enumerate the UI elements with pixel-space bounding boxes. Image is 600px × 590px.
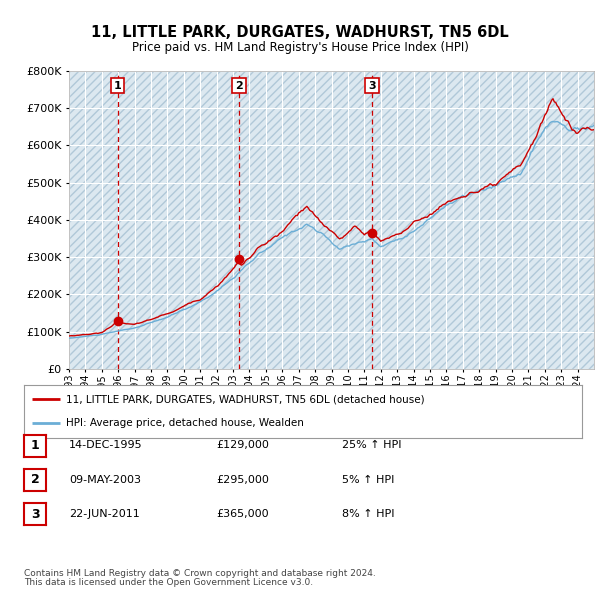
Text: £295,000: £295,000 xyxy=(216,475,269,484)
Text: £129,000: £129,000 xyxy=(216,441,269,450)
Text: 14-DEC-1995: 14-DEC-1995 xyxy=(69,441,143,450)
Text: 09-MAY-2003: 09-MAY-2003 xyxy=(69,475,141,484)
Bar xyxy=(69,71,594,369)
Text: 1: 1 xyxy=(113,81,121,91)
Text: Contains HM Land Registry data © Crown copyright and database right 2024.: Contains HM Land Registry data © Crown c… xyxy=(24,569,376,578)
Text: 5% ↑ HPI: 5% ↑ HPI xyxy=(342,475,394,484)
Text: 25% ↑ HPI: 25% ↑ HPI xyxy=(342,441,401,450)
Text: 2: 2 xyxy=(235,81,243,91)
Text: HPI: Average price, detached house, Wealden: HPI: Average price, detached house, Weal… xyxy=(66,418,304,428)
Text: 8% ↑ HPI: 8% ↑ HPI xyxy=(342,509,395,519)
Text: 3: 3 xyxy=(368,81,376,91)
Text: Price paid vs. HM Land Registry's House Price Index (HPI): Price paid vs. HM Land Registry's House … xyxy=(131,41,469,54)
Text: 2: 2 xyxy=(31,473,40,487)
Text: 11, LITTLE PARK, DURGATES, WADHURST, TN5 6DL: 11, LITTLE PARK, DURGATES, WADHURST, TN5… xyxy=(91,25,509,40)
Text: 22-JUN-2011: 22-JUN-2011 xyxy=(69,509,140,519)
Text: 3: 3 xyxy=(31,507,40,521)
Text: 1: 1 xyxy=(31,439,40,453)
Text: £365,000: £365,000 xyxy=(216,509,269,519)
Text: 11, LITTLE PARK, DURGATES, WADHURST, TN5 6DL (detached house): 11, LITTLE PARK, DURGATES, WADHURST, TN5… xyxy=(66,394,424,404)
Text: This data is licensed under the Open Government Licence v3.0.: This data is licensed under the Open Gov… xyxy=(24,578,313,588)
